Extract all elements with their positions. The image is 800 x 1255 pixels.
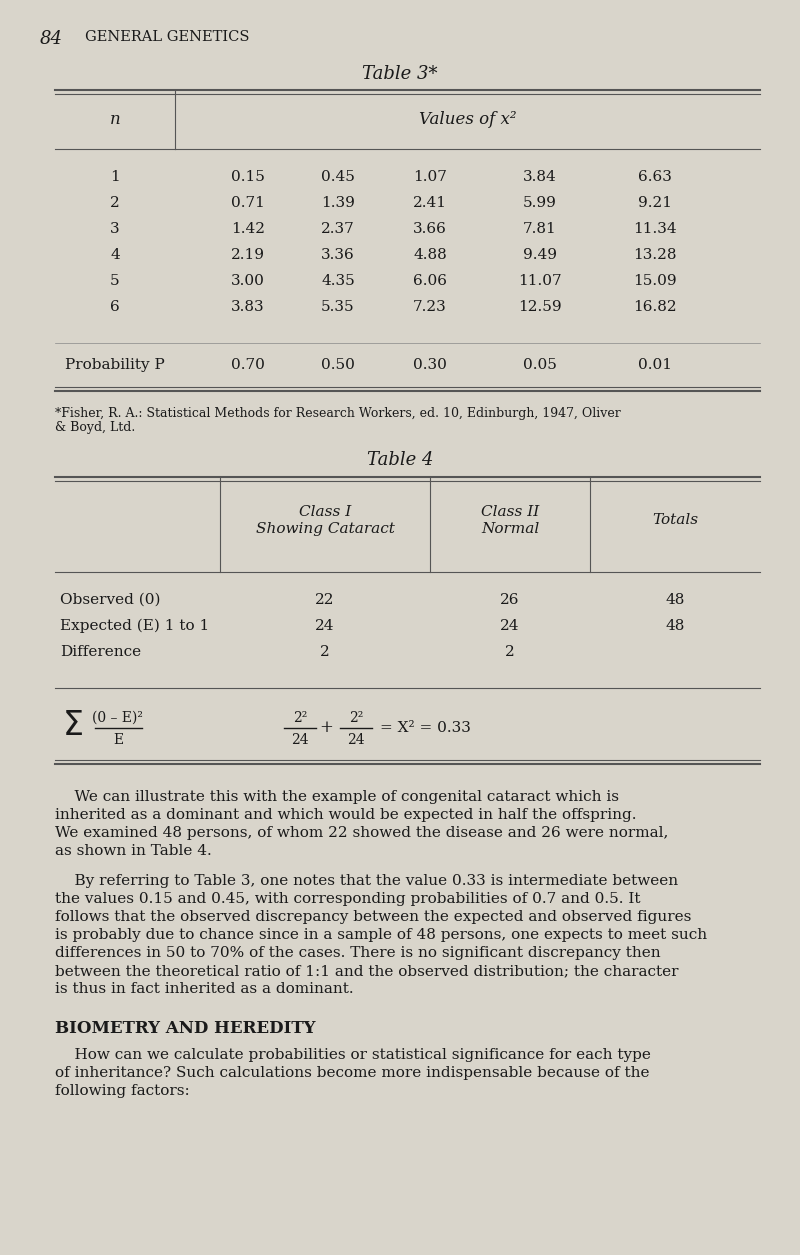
Text: 2²: 2² (349, 712, 363, 725)
Text: By referring to Table 3, one notes that the value 0.33 is intermediate between: By referring to Table 3, one notes that … (55, 873, 678, 889)
Text: follows that the observed discrepancy between the expected and observed figures: follows that the observed discrepancy be… (55, 910, 691, 924)
Text: 0.05: 0.05 (523, 358, 557, 371)
Text: 11.34: 11.34 (633, 222, 677, 236)
Text: 9.49: 9.49 (523, 248, 557, 262)
Text: the values 0.15 and 0.45, with corresponding probabilities of 0.7 and 0.5. It: the values 0.15 and 0.45, with correspon… (55, 892, 641, 906)
Text: 1.39: 1.39 (321, 196, 355, 210)
Text: n: n (110, 112, 120, 128)
Text: 1: 1 (110, 169, 120, 184)
Text: as shown in Table 4.: as shown in Table 4. (55, 845, 212, 858)
Text: 6.63: 6.63 (638, 169, 672, 184)
Text: 26: 26 (500, 594, 520, 607)
Text: 22: 22 (315, 594, 334, 607)
Text: Class I: Class I (299, 505, 351, 520)
Text: 24: 24 (291, 733, 309, 747)
Text: 5.99: 5.99 (523, 196, 557, 210)
Text: 0.30: 0.30 (413, 358, 447, 371)
Text: 24: 24 (347, 733, 365, 747)
Text: 4.88: 4.88 (413, 248, 447, 262)
Text: Normal: Normal (481, 522, 539, 536)
Text: Difference: Difference (60, 645, 141, 659)
Text: 4.35: 4.35 (321, 274, 355, 287)
Text: 2: 2 (110, 196, 120, 210)
Text: Probability P: Probability P (65, 358, 165, 371)
Text: 0.70: 0.70 (231, 358, 265, 371)
Text: 0.15: 0.15 (231, 169, 265, 184)
Text: 0.50: 0.50 (321, 358, 355, 371)
Text: 24: 24 (500, 619, 520, 633)
Text: Table 4: Table 4 (366, 451, 434, 469)
Text: 5: 5 (110, 274, 120, 287)
Text: +: + (319, 719, 333, 737)
Text: 15.09: 15.09 (633, 274, 677, 287)
Text: 13.28: 13.28 (634, 248, 677, 262)
Text: Values of x²: Values of x² (418, 112, 516, 128)
Text: differences in 50 to 70% of the cases. There is no significant discrepancy then: differences in 50 to 70% of the cases. T… (55, 946, 661, 960)
Text: 2.41: 2.41 (413, 196, 447, 210)
Text: Observed (0): Observed (0) (60, 594, 161, 607)
Text: 16.82: 16.82 (633, 300, 677, 314)
Text: *Fisher, R. A.: Statistical Methods for Research Workers, ed. 10, Edinburgh, 194: *Fisher, R. A.: Statistical Methods for … (55, 407, 621, 420)
Text: 2²: 2² (293, 712, 307, 725)
Text: Totals: Totals (652, 513, 698, 527)
Text: 9.21: 9.21 (638, 196, 672, 210)
Text: 2: 2 (320, 645, 330, 659)
Text: Class II: Class II (481, 505, 539, 520)
Text: Showing Cataract: Showing Cataract (255, 522, 394, 536)
Text: 3.00: 3.00 (231, 274, 265, 287)
Text: 48: 48 (666, 619, 685, 633)
Text: 6.06: 6.06 (413, 274, 447, 287)
Text: 2: 2 (505, 645, 515, 659)
Text: 0.01: 0.01 (638, 358, 672, 371)
Text: Expected (E) 1 to 1: Expected (E) 1 to 1 (60, 619, 210, 634)
Text: 6: 6 (110, 300, 120, 314)
Text: 3.36: 3.36 (321, 248, 355, 262)
Text: = X² = 0.33: = X² = 0.33 (380, 722, 471, 735)
Text: BIOMETRY AND HEREDITY: BIOMETRY AND HEREDITY (55, 1020, 315, 1037)
Text: 7.81: 7.81 (523, 222, 557, 236)
Text: 48: 48 (666, 594, 685, 607)
Text: Table 3*: Table 3* (362, 65, 438, 83)
Text: inherited as a dominant and which would be expected in half the offspring.: inherited as a dominant and which would … (55, 808, 637, 822)
Text: & Boyd, Ltd.: & Boyd, Ltd. (55, 420, 135, 434)
Text: 24: 24 (315, 619, 334, 633)
Text: GENERAL GENETICS: GENERAL GENETICS (85, 30, 250, 44)
Text: is thus in fact inherited as a dominant.: is thus in fact inherited as a dominant. (55, 981, 354, 996)
Text: 12.59: 12.59 (518, 300, 562, 314)
Text: 4: 4 (110, 248, 120, 262)
Text: We examined 48 persons, of whom 22 showed the disease and 26 were normal,: We examined 48 persons, of whom 22 showe… (55, 826, 668, 840)
Text: 11.07: 11.07 (518, 274, 562, 287)
Text: 1.07: 1.07 (413, 169, 447, 184)
Text: 2.37: 2.37 (321, 222, 355, 236)
Text: (0 – E)²: (0 – E)² (93, 712, 143, 725)
Text: $\Sigma$: $\Sigma$ (62, 710, 82, 742)
Text: We can illustrate this with the example of congenital cataract which is: We can illustrate this with the example … (55, 789, 619, 804)
Text: 0.45: 0.45 (321, 169, 355, 184)
Text: 3: 3 (110, 222, 120, 236)
Text: following factors:: following factors: (55, 1084, 190, 1098)
Text: between the theoretical ratio of 1:1 and the observed distribution; the characte: between the theoretical ratio of 1:1 and… (55, 964, 678, 978)
Text: 0.71: 0.71 (231, 196, 265, 210)
Text: 3.84: 3.84 (523, 169, 557, 184)
Text: 2.19: 2.19 (231, 248, 265, 262)
Text: 7.23: 7.23 (413, 300, 447, 314)
Text: is probably due to chance since in a sample of 48 persons, one expects to meet s: is probably due to chance since in a sam… (55, 927, 707, 943)
Text: of inheritance? Such calculations become more indispensable because of the: of inheritance? Such calculations become… (55, 1065, 650, 1081)
Text: 5.35: 5.35 (321, 300, 355, 314)
Text: 3.66: 3.66 (413, 222, 447, 236)
Text: 1.42: 1.42 (231, 222, 265, 236)
Text: E: E (113, 733, 123, 747)
Text: 3.83: 3.83 (231, 300, 265, 314)
Text: How can we calculate probabilities or statistical significance for each type: How can we calculate probabilities or st… (55, 1048, 651, 1062)
Text: 84: 84 (40, 30, 63, 48)
